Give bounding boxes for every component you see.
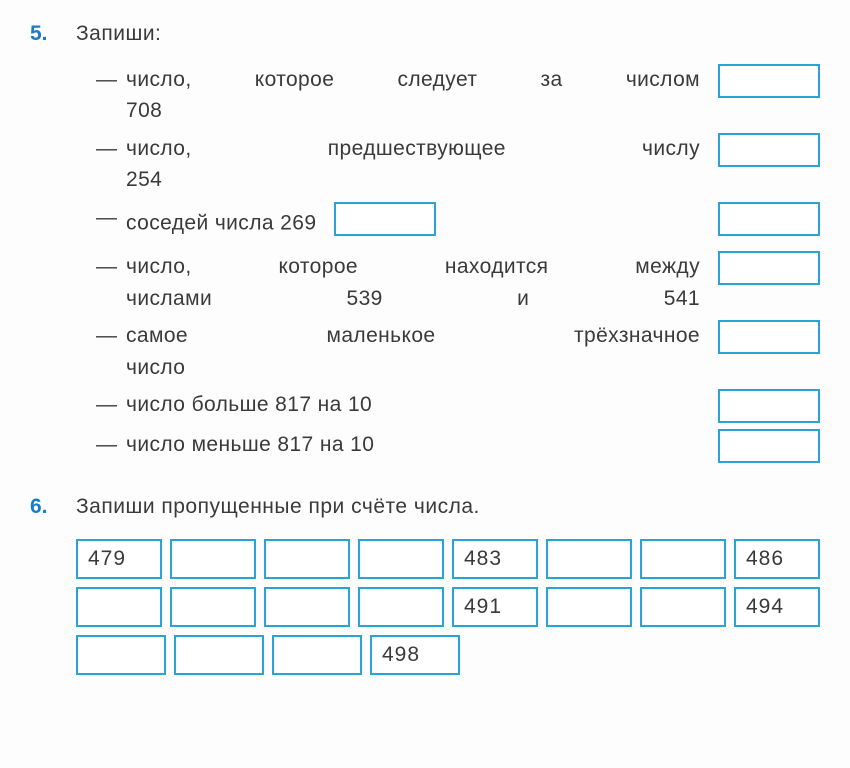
sequence-cell-blank[interactable] — [640, 587, 726, 627]
task-5-item: —число, которое находится между числами 5… — [96, 251, 820, 314]
sequence-cell-blank[interactable] — [546, 587, 632, 627]
task-6-header: 6. Запиши пропущенные при счёте числа. — [30, 491, 820, 523]
answer-box[interactable] — [718, 202, 820, 236]
item-text: число больше 817 на 10 — [126, 389, 710, 421]
inline-answer-box[interactable] — [334, 202, 436, 246]
item-text: число меньше 817 на 10 — [126, 429, 710, 461]
sequence-cell-blank[interactable] — [76, 587, 162, 627]
answer-column — [718, 251, 820, 285]
answer-column — [718, 64, 820, 98]
item-line-a: соседей числа 269 — [126, 211, 316, 234]
sequence-cell-blank[interactable] — [640, 539, 726, 579]
item-line-b: числами 539 и 541 — [126, 287, 700, 310]
answer-box[interactable] — [718, 64, 820, 98]
item-line-a: число больше 817 на 10 — [126, 393, 372, 416]
sequence-row: 491 494 — [76, 587, 820, 627]
task-5-item: —самое маленькое трёхзначное число — [96, 320, 820, 383]
task-5-item: —число, предшествующее числу 254 — [96, 133, 820, 196]
dash: — — [96, 64, 126, 96]
answer-box[interactable] — [334, 202, 436, 236]
sequence-cell-blank[interactable] — [264, 539, 350, 579]
sequence-cell-blank[interactable] — [272, 635, 362, 675]
item-line-b: число — [126, 356, 185, 379]
answer-box[interactable] — [718, 429, 820, 463]
answer-box[interactable] — [718, 320, 820, 354]
dash: — — [96, 389, 126, 421]
sequence-cell-blank[interactable] — [358, 539, 444, 579]
task-5-item: —число, которое следует за числом 708 — [96, 64, 820, 127]
task-5-title: Запиши: — [76, 18, 820, 50]
answer-column — [718, 202, 820, 236]
item-text: число, которое находится между числами 53… — [126, 251, 710, 314]
sequence-row: 498 — [76, 635, 820, 675]
sequence-cell-blank[interactable] — [264, 587, 350, 627]
task-5-item: —число меньше 817 на 10 — [96, 429, 820, 463]
task-5-header: 5. Запиши: — [30, 18, 820, 50]
task-5-items: —число, которое следует за числом708—чис… — [96, 64, 820, 464]
answer-box[interactable] — [718, 251, 820, 285]
sequence-cell-blank[interactable] — [170, 539, 256, 579]
sequence-row: 479 483 486 — [76, 539, 820, 579]
sequence-cell-blank[interactable] — [546, 539, 632, 579]
task-5-number: 5. — [30, 18, 58, 50]
sequence-cell-filled: 486 — [734, 539, 820, 579]
task-5-item: —соседей числа 269 — [96, 202, 820, 246]
item-line-b: 254 — [126, 168, 162, 191]
answer-column — [718, 429, 820, 463]
item-line-b: 708 — [126, 99, 162, 122]
sequence-cell-filled: 494 — [734, 587, 820, 627]
sequence-cell-filled: 483 — [452, 539, 538, 579]
item-text: число, которое следует за числом 708 — [126, 64, 710, 127]
dash: — — [96, 251, 126, 283]
answer-column — [718, 320, 820, 354]
dash: — — [96, 202, 126, 234]
item-line-a: число, которое находится между — [126, 255, 700, 278]
answer-box[interactable] — [718, 133, 820, 167]
item-text: соседей числа 269 — [126, 202, 710, 246]
sequence-cell-blank[interactable] — [170, 587, 256, 627]
task-6-grid: 479 483 486 491 494 498 — [76, 539, 820, 675]
sequence-cell-blank[interactable] — [76, 635, 166, 675]
sequence-cell-filled: 479 — [76, 539, 162, 579]
item-text: число, предшествующее числу 254 — [126, 133, 710, 196]
task-5-item: —число больше 817 на 10 — [96, 389, 820, 423]
sequence-cell-blank[interactable] — [358, 587, 444, 627]
sequence-cell-filled: 498 — [370, 635, 460, 675]
item-line-a: число меньше 817 на 10 — [126, 433, 374, 456]
item-text: самое маленькое трёхзначное число — [126, 320, 710, 383]
dash: — — [96, 133, 126, 165]
task-6: 6. Запиши пропущенные при счёте числа. 4… — [30, 491, 820, 675]
task-6-title: Запиши пропущенные при счёте числа. — [76, 491, 820, 523]
item-line-a: самое маленькое трёхзначное — [126, 324, 700, 347]
dash: — — [96, 429, 126, 461]
sequence-cell-filled: 491 — [452, 587, 538, 627]
answer-column — [718, 133, 820, 167]
item-line-a: число, которое следует за числом — [126, 68, 700, 91]
sequence-cell-blank[interactable] — [174, 635, 264, 675]
item-line-a: число, предшествующее числу — [126, 137, 700, 160]
answer-box[interactable] — [718, 389, 820, 423]
answer-column — [718, 389, 820, 423]
task-6-number: 6. — [30, 491, 58, 523]
dash: — — [96, 320, 126, 352]
task-5: 5. Запиши: —число, которое следует за чи… — [30, 18, 820, 463]
